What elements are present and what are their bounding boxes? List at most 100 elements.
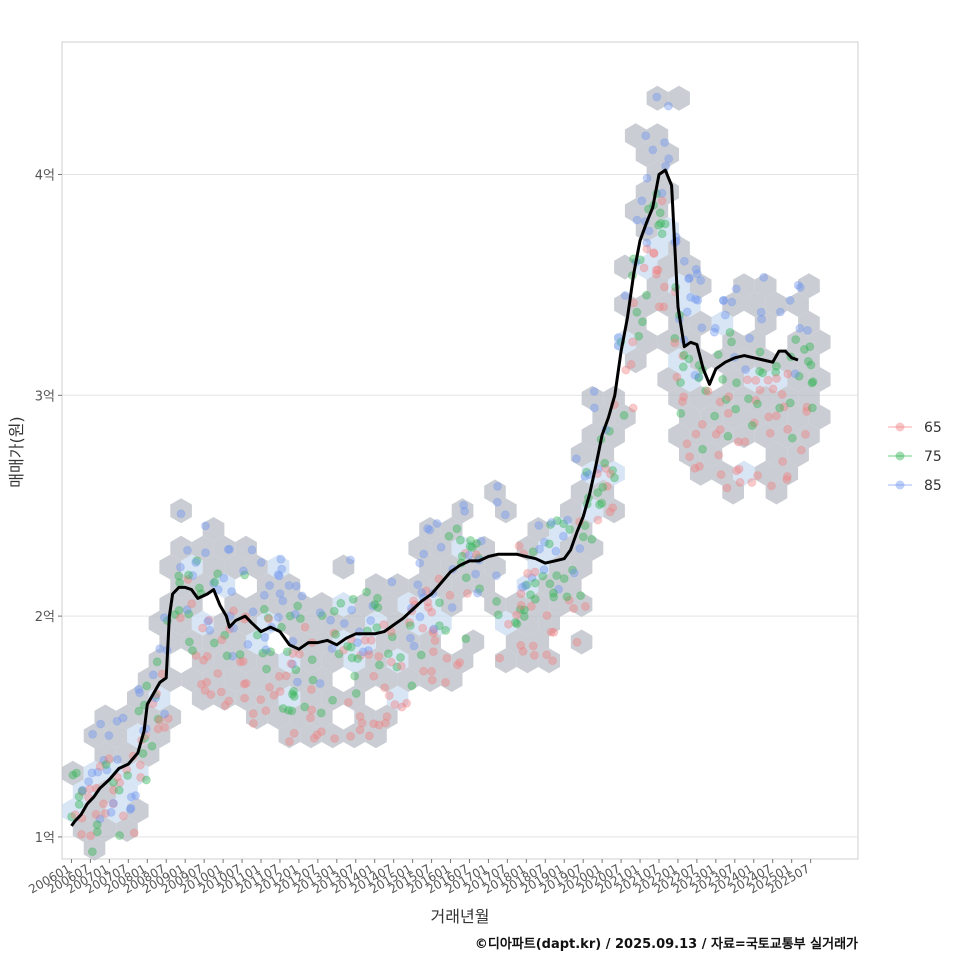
data-point (492, 596, 502, 606)
data-point (782, 471, 792, 481)
hexbin-cell (256, 573, 279, 599)
hexbin-cell (267, 592, 290, 617)
data-point (564, 595, 574, 605)
data-point (620, 291, 630, 300)
hexbin-cell (83, 835, 106, 861)
data-point (187, 599, 197, 609)
hexbin-cell (462, 629, 485, 655)
hexbin-cell (592, 479, 615, 505)
hexbin-cell (798, 423, 820, 449)
hexbin-cell (646, 160, 669, 186)
data-point (518, 646, 528, 656)
data-point (552, 571, 562, 581)
data-point (405, 618, 415, 628)
data-point (756, 307, 766, 317)
data-point (106, 807, 116, 817)
data-point (266, 647, 276, 657)
data-point (112, 716, 122, 726)
hexbin-cell (538, 535, 560, 561)
data-point (571, 454, 581, 464)
data-point (285, 611, 295, 621)
data-point (465, 542, 475, 551)
data-point (352, 638, 362, 648)
data-point (84, 777, 94, 787)
data-point (551, 546, 561, 556)
data-point (430, 636, 440, 646)
hexbin-cell (235, 535, 257, 561)
data-point (578, 532, 588, 542)
data-point (204, 615, 214, 625)
hexbin-cell (83, 723, 106, 749)
data-point (597, 498, 607, 508)
data-point (569, 604, 579, 613)
hexbin-cell (624, 198, 647, 224)
hexbin-cell (343, 685, 366, 711)
data-point (315, 679, 325, 688)
hexbin-cell (754, 310, 777, 336)
data-point (263, 613, 273, 623)
hexbin-cell (300, 610, 322, 636)
data-point (696, 276, 706, 285)
data-point (782, 475, 792, 484)
hexbin-cell (311, 704, 333, 730)
data-point (77, 829, 86, 839)
data-point (374, 652, 384, 661)
data-point (196, 679, 206, 689)
data-point (307, 705, 317, 715)
hexbin-cell (300, 723, 322, 749)
data-point (228, 651, 238, 661)
data-point (247, 545, 257, 555)
data-point (562, 592, 572, 602)
hexbin-cell (744, 329, 766, 355)
data-point (678, 397, 687, 407)
hexbin-cell (798, 273, 820, 299)
hexbin-cell (311, 667, 333, 692)
data-point (307, 655, 317, 665)
data-point (608, 503, 618, 513)
data-point (659, 282, 669, 292)
data-point (355, 725, 365, 735)
y-axis-label: 매매가(원) (7, 416, 26, 487)
data-point (595, 500, 604, 510)
hexbin-cell (744, 292, 766, 317)
hexbin-cell (603, 460, 625, 486)
hexbin-cell (689, 385, 712, 411)
hexbin-cell (614, 254, 636, 280)
data-point (516, 600, 526, 610)
hexbin-cell (159, 629, 182, 655)
data-point (652, 92, 662, 102)
data-point (369, 671, 379, 681)
data-point (312, 730, 322, 740)
hexbin-cell (646, 273, 669, 299)
hexbin-cell (430, 573, 452, 599)
hexbin-cell (635, 329, 658, 355)
data-point (772, 374, 781, 383)
data-point (653, 265, 663, 275)
data-point (104, 731, 114, 741)
data-point (634, 331, 644, 341)
data-point (396, 661, 406, 671)
hexbin-cell (787, 329, 809, 355)
hexbin-cell (105, 798, 127, 824)
data-point (697, 419, 707, 429)
data-point (273, 570, 283, 580)
data-point (530, 578, 540, 588)
hexbin-cell (246, 667, 268, 692)
hexbin-cell (495, 648, 517, 674)
hexbin-cell (798, 348, 820, 374)
hexbin-cell (278, 648, 301, 674)
data-point (731, 284, 741, 294)
hexbin-cell (700, 442, 723, 467)
hexbin-cell (668, 348, 690, 374)
data-point (568, 565, 577, 575)
data-point (331, 630, 341, 639)
data-point (87, 768, 97, 778)
data-point (777, 389, 787, 399)
data-point (751, 395, 761, 405)
data-point (114, 785, 124, 795)
data-point (235, 650, 245, 659)
data-point (548, 588, 558, 598)
data-point (275, 589, 285, 599)
data-point (339, 645, 349, 655)
data-point (527, 573, 537, 583)
